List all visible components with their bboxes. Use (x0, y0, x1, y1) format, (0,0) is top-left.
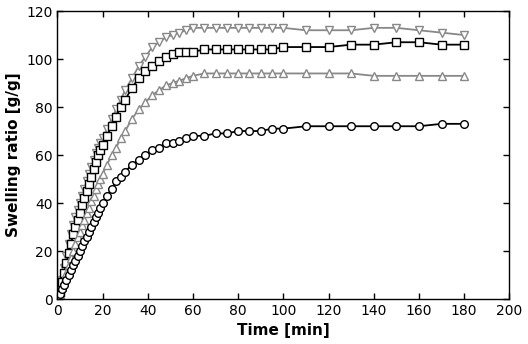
Y-axis label: Swelling ratio [g/g]: Swelling ratio [g/g] (6, 73, 21, 237)
X-axis label: Time [min]: Time [min] (237, 323, 329, 338)
